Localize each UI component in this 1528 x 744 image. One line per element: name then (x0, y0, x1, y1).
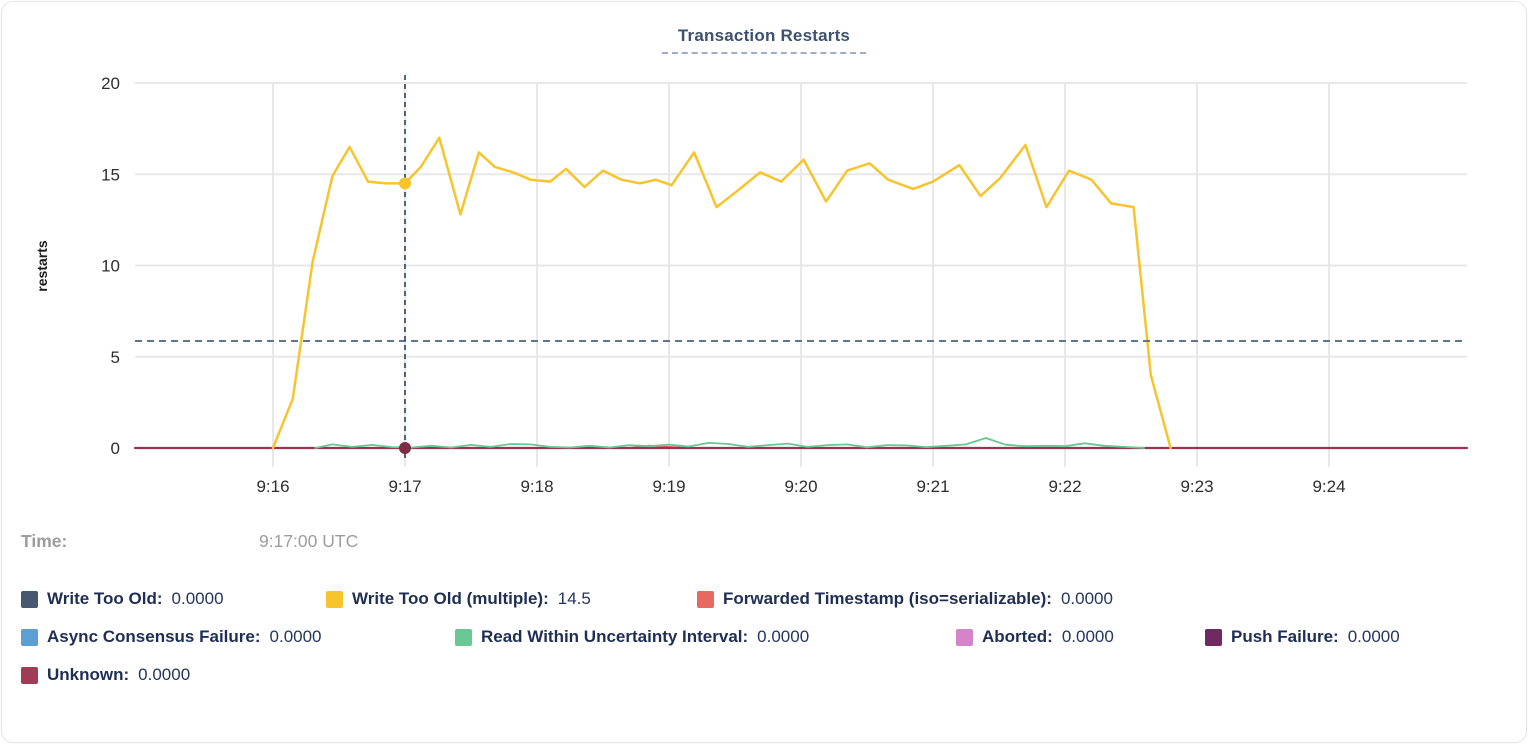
y-tick-label: 5 (111, 348, 120, 367)
legend-value: 0.0000 (138, 665, 191, 684)
series-read-within-uncertainty-interval-line (314, 437, 1146, 449)
y-tick-label: 15 (101, 165, 120, 184)
legend-swatch (21, 590, 38, 608)
legend-label: Aborted: (982, 627, 1053, 646)
x-tick-label: 9:17 (388, 477, 421, 496)
hover-time-label: Time: (21, 531, 68, 551)
legend-label: Async Consensus Failure: (47, 627, 261, 646)
hover-time-value: 9:17:00 UTC (259, 531, 359, 551)
legend-value: 0.0000 (1061, 627, 1114, 646)
legend-item-forwarded-timestamp-iso-serializable[interactable]: Forwarded Timestamp (iso=serializable): 0… (697, 589, 1113, 609)
legend-value: 0.0000 (269, 627, 322, 646)
x-tick-label: 9:16 (256, 477, 289, 496)
x-tick-label: 9:21 (916, 477, 949, 496)
y-tick-label: 0 (111, 439, 120, 458)
legend-swatch (326, 590, 343, 608)
x-tick-label: 9:24 (1312, 477, 1345, 496)
hover-point-write-too-old-multiple (399, 177, 411, 190)
legend-label: Forwarded Timestamp (iso=serializable): (723, 589, 1052, 608)
legend-item-read-within-uncertainty-interval[interactable]: Read Within Uncertainty Interval: 0.0000 (455, 627, 956, 647)
x-tick-label: 9:22 (1048, 477, 1081, 496)
transaction-restarts-chart[interactable]: 0 5 10 15 20 9:16 9:17 9:18 9:19 9:20 9:21 9:22 9:23… (0, 0, 1528, 512)
legend-row: Write Too Old: 0.0000 Write Too Old (multi… (21, 589, 1513, 609)
legend-label: Unknown: (47, 665, 130, 684)
legend-value: 14.5 (557, 589, 591, 608)
legend-value: 0.0000 (171, 589, 224, 608)
legend-swatch (1205, 628, 1222, 646)
legend-swatch (956, 628, 973, 646)
legend-label: Write Too Old: (47, 589, 163, 608)
y-tick-label: 10 (101, 257, 120, 276)
legend-label: Read Within Uncertainty Interval: (481, 627, 749, 646)
y-tick-label: 20 (101, 74, 120, 93)
x-tick-label: 9:18 (520, 477, 553, 496)
legend: Write Too Old: 0.0000 Write Too Old (multi… (21, 589, 1513, 703)
legend-value: 0.0000 (1060, 589, 1113, 608)
hover-point-unknown (399, 442, 411, 454)
legend-swatch (455, 628, 472, 646)
legend-label: Write Too Old (multiple): (352, 589, 549, 608)
legend-item-unknown[interactable]: Unknown: 0.0000 (21, 665, 190, 685)
grid (135, 82, 1467, 467)
legend-item-write-too-old[interactable]: Write Too Old: 0.0000 (21, 589, 326, 609)
legend-value: 0.0000 (757, 627, 810, 646)
legend-item-async-consensus-failure[interactable]: Async Consensus Failure: 0.0000 (21, 627, 455, 647)
y-axis-label: restarts (34, 240, 50, 292)
legend-label: Push Failure: (1231, 627, 1339, 646)
x-tick-label: 9:20 (784, 477, 817, 496)
legend-item-push-failure[interactable]: Push Failure: 0.0000 (1205, 627, 1400, 647)
legend-row: Async Consensus Failure: 0.0000 Read Withi… (21, 627, 1513, 647)
legend-item-aborted[interactable]: Aborted: 0.0000 (956, 627, 1205, 647)
legend-item-write-too-old-multiple[interactable]: Write Too Old (multiple): 14.5 (326, 589, 697, 609)
legend-swatch (21, 666, 38, 684)
chart-title-row: Transaction Restarts (0, 26, 1528, 54)
x-tick-label: 9:23 (1180, 477, 1213, 496)
hover-time-row: Time: 9:17:00 UTC (21, 531, 358, 552)
legend-value: 0.0000 (1347, 627, 1400, 646)
x-tick-label: 9:19 (652, 477, 685, 496)
chart-title[interactable]: Transaction Restarts (661, 26, 867, 54)
legend-swatch (697, 590, 714, 608)
legend-row: Unknown: 0.0000 (21, 665, 1513, 685)
legend-swatch (21, 628, 38, 646)
series-write-too-old-multiple-line (271, 136, 1172, 450)
